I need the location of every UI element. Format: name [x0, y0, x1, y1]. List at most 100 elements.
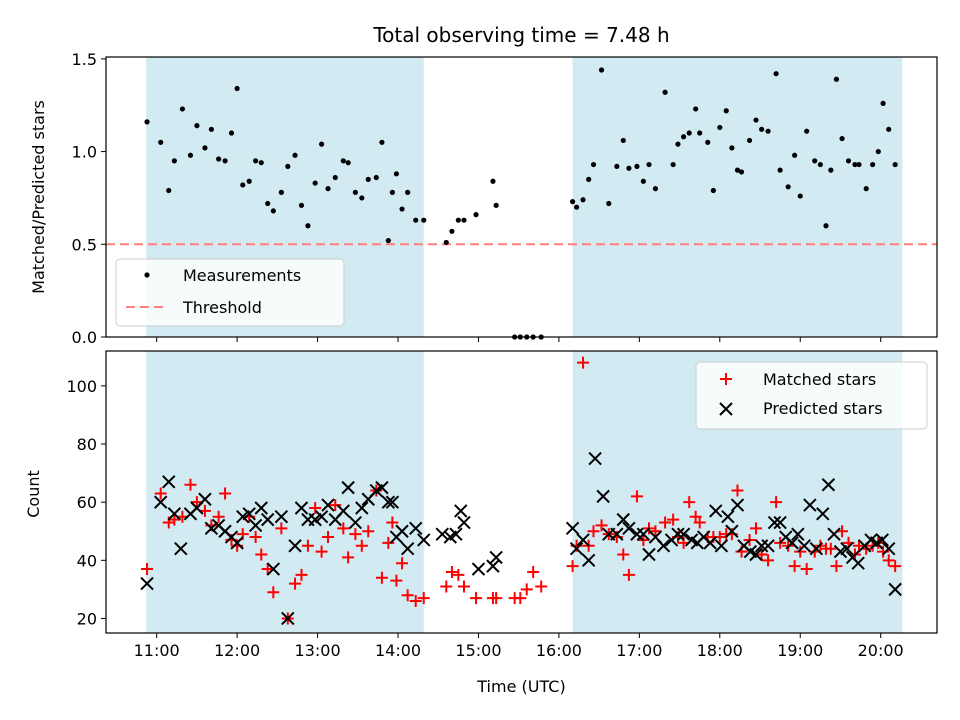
- predicted-star-point: [385, 495, 400, 509]
- matched-star-point: [401, 589, 414, 602]
- matched-star-point: [800, 563, 813, 576]
- measurement-point: [158, 139, 164, 145]
- top-y-ticks: 0.0 0.5 1.0 1.5: [72, 50, 106, 347]
- predicted-star-point: [588, 451, 602, 466]
- bottom-legend: Matched stars Predicted stars: [695, 361, 928, 430]
- measurement-point: [179, 106, 186, 112]
- measurement-point: [717, 124, 723, 131]
- predicted-star-point: [153, 495, 168, 509]
- y-tick-label: 0.5: [72, 235, 97, 254]
- predicted-star-point: [761, 539, 775, 553]
- x-tick-label: 17:00: [616, 641, 662, 660]
- predicted-star-point: [314, 510, 329, 524]
- matched-star-point: [520, 583, 533, 596]
- measurement-point: [340, 158, 346, 164]
- matched-star-point: [315, 545, 328, 558]
- measurement-point: [449, 228, 455, 234]
- predicted-star-point: [791, 527, 805, 541]
- x-tick-label: 13:00: [295, 641, 341, 660]
- bottom-axes-frame: [105, 350, 938, 634]
- x-tick-label: 14:00: [375, 641, 421, 660]
- matched-star-point: [267, 586, 280, 599]
- measurement-point: [253, 158, 259, 164]
- predicted-star-point: [355, 501, 369, 515]
- y-tick-label: 20: [77, 609, 97, 628]
- measurement-point: [620, 137, 626, 144]
- predicted-star-point: [803, 498, 817, 512]
- predicted-star-point: [721, 510, 735, 524]
- predicted-star-point: [875, 533, 890, 547]
- measurement-point: [332, 174, 338, 181]
- measurement-point: [405, 189, 411, 195]
- measurement-point: [886, 126, 892, 132]
- measurement-point: [705, 139, 711, 145]
- matched-star-point: [693, 516, 706, 529]
- y-tick-label: 0.0: [72, 328, 97, 347]
- measurement-point: [765, 128, 771, 134]
- measurement-point: [875, 148, 881, 155]
- measurement-point: [144, 119, 150, 125]
- measurement-point: [240, 182, 246, 188]
- matched-star-point: [309, 501, 322, 514]
- measurement-point: [845, 158, 852, 164]
- matched-star-point: [275, 522, 288, 535]
- x-tick-label: 16:00: [536, 641, 582, 660]
- measurement-point: [773, 71, 779, 77]
- predicted-star-point: [809, 541, 824, 556]
- x-tick-label: 19:00: [777, 641, 823, 660]
- matched-star-point: [396, 557, 409, 570]
- measurement-point: [892, 161, 898, 168]
- measurement-point: [880, 100, 886, 106]
- predicted-star-point: [400, 541, 415, 556]
- measurement-point: [258, 160, 264, 166]
- predicted-star-point: [274, 510, 289, 524]
- measurement-point: [777, 167, 783, 173]
- measurement-point: [312, 180, 318, 186]
- measurement-point: [385, 237, 391, 244]
- measurement-point: [413, 217, 419, 223]
- measurement-point: [216, 156, 222, 162]
- measurement-point: [234, 85, 240, 92]
- matched-star-point: [794, 545, 807, 558]
- measurement-point: [278, 189, 284, 195]
- predicted-star-point: [581, 553, 596, 568]
- top-y-axis-label: Matched/Predicted stars: [29, 100, 48, 294]
- matched-star-point: [637, 533, 650, 546]
- measurement-point: [812, 158, 818, 164]
- predicted-star-point: [486, 559, 500, 573]
- predicted-star-point: [840, 541, 854, 556]
- predicted-star-point: [703, 536, 717, 550]
- matched-star-point: [622, 568, 635, 581]
- measurement-point: [461, 217, 467, 223]
- predicted-star-point: [785, 536, 799, 550]
- predicted-star-point: [596, 489, 610, 504]
- matched-star-point: [337, 522, 350, 535]
- predicted-star-point: [336, 504, 351, 518]
- measurement-point: [318, 141, 325, 147]
- predicted-star-point: [489, 550, 503, 565]
- measurement-point: [285, 163, 291, 170]
- matched-star-point: [349, 528, 362, 541]
- predicted-star-point: [642, 547, 656, 562]
- predicted-star-point: [569, 541, 584, 556]
- measurement-point: [359, 195, 365, 201]
- matched-star-point: [470, 592, 483, 605]
- measurement-point: [389, 189, 395, 195]
- predicted-star-point: [827, 527, 841, 541]
- matched-star-point: [375, 571, 388, 584]
- measurement-point: [598, 67, 605, 73]
- measurement-point: [662, 89, 668, 95]
- measurement-point: [626, 165, 632, 171]
- predicted-star-point: [816, 507, 830, 521]
- measurement-point: [833, 76, 840, 82]
- measurement-point: [305, 223, 311, 229]
- matched-star-point: [255, 548, 268, 561]
- measurement-point: [614, 163, 620, 170]
- measurement-point: [710, 187, 716, 194]
- measurement-point: [586, 176, 592, 182]
- measurement-point: [187, 152, 194, 158]
- measurement-point: [473, 212, 479, 218]
- predicted-star-point: [321, 498, 335, 512]
- chart-title: Total observing time = 7.48 h: [372, 23, 669, 47]
- predicted-star-point: [167, 507, 182, 521]
